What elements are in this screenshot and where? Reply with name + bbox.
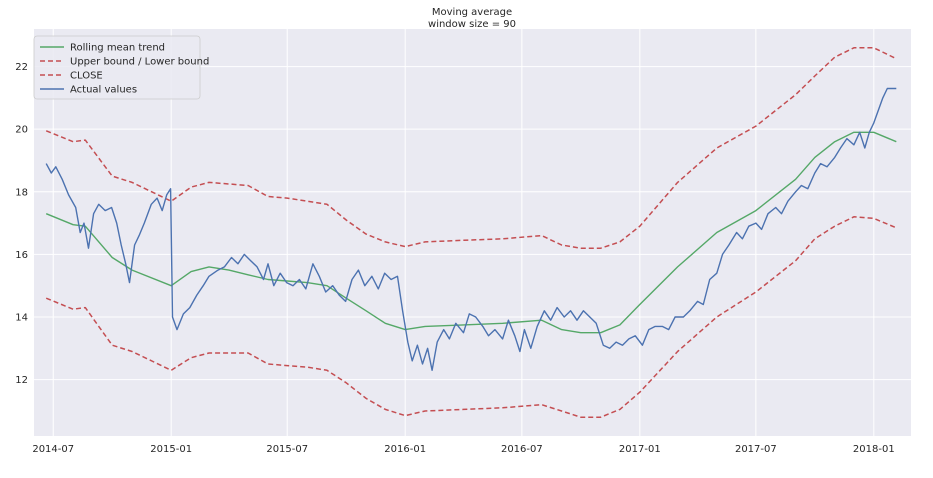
x-tick-label: 2014-07 xyxy=(32,444,74,455)
x-tick-label: 2016-01 xyxy=(384,444,426,455)
series-line-4 xyxy=(45,87,897,371)
y-tick-label: 20 xyxy=(15,125,28,136)
y-tick-label: 14 xyxy=(15,313,28,324)
y-tick-label: 18 xyxy=(15,187,28,198)
legend-box xyxy=(33,35,201,100)
x-tick-label: 2018-01 xyxy=(853,444,895,455)
y-tick-label: 22 xyxy=(15,62,28,73)
x-tick-label: 2017-07 xyxy=(735,444,777,455)
x-tick-label: 2015-01 xyxy=(150,444,192,455)
legend-label: Rolling mean trend xyxy=(70,43,165,54)
legend-label: Actual values xyxy=(70,85,137,96)
grid xyxy=(34,29,911,436)
x-tick-label: 2015-07 xyxy=(266,444,308,455)
legend-label: Upper bound / Lower bound xyxy=(70,57,209,68)
legend: Rolling mean trend Upper bound / Lower bo… xyxy=(33,35,209,100)
y-tick-label: 16 xyxy=(15,250,28,261)
legend-label: CLOSE xyxy=(70,71,103,82)
y-tick-label: 12 xyxy=(15,375,28,386)
x-axis: 2014-07 2015-01 2015-07 2016-01 2016-07 2017-… xyxy=(32,444,894,455)
chart-subtitle: window size = 90 xyxy=(428,19,516,30)
x-tick-label: 2016-07 xyxy=(501,444,543,455)
chart-title: Moving average xyxy=(432,7,512,18)
x-tick-label: 2017-01 xyxy=(619,444,661,455)
series-line-3 xyxy=(45,216,897,418)
series-line-2 xyxy=(45,47,897,249)
series-layer xyxy=(45,47,897,418)
series-line-1 xyxy=(45,131,897,334)
y-axis: 12 14 16 18 20 22 xyxy=(15,62,28,386)
